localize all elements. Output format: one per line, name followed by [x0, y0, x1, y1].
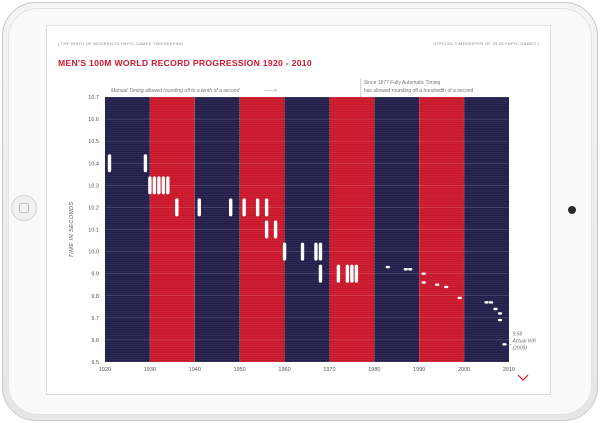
manual-record-marker	[152, 176, 157, 195]
y-tick-label: 10.5	[88, 139, 99, 145]
auto-record-marker	[497, 312, 503, 315]
manual-record-marker	[175, 198, 179, 217]
manual-record-marker	[197, 198, 201, 217]
decade-band	[419, 97, 465, 362]
y-tick-label: 9.5	[91, 360, 99, 366]
auto-timing-note-2: has allowed rounding off a hundredth of …	[364, 88, 474, 94]
auto-record-marker	[443, 285, 449, 289]
x-tick-label: 1950	[234, 367, 246, 373]
scroll-down-button[interactable]	[515, 371, 531, 383]
auto-record-marker	[385, 265, 390, 269]
manual-timing-arrow: ------>	[264, 88, 277, 94]
manual-record-marker	[336, 264, 341, 283]
x-tick-label: 2000	[458, 367, 470, 373]
decade-band	[464, 97, 509, 362]
x-tick-label: 1920	[99, 367, 111, 373]
manual-record-marker	[318, 242, 323, 261]
manual-record-marker	[264, 198, 269, 217]
auto-record-marker	[493, 307, 498, 311]
manual-record-marker	[107, 154, 112, 173]
y-tick-label: 9.6	[91, 338, 99, 344]
manual-record-marker	[273, 220, 278, 239]
wr-progression-chart: 10.7 10.6 10.5 10.4 10.3 10.2 10.1 10.0 9.9 9.8 9.…	[69, 78, 537, 373]
manual-record-marker	[166, 176, 170, 195]
manual-record-marker	[300, 242, 305, 261]
auto-record-marker	[457, 296, 462, 300]
y-tick-label: 10.0	[88, 250, 99, 256]
manual-record-marker	[350, 264, 354, 283]
wr-callout-value: 9.58	[513, 331, 523, 337]
manual-record-marker	[161, 176, 166, 195]
wr-callout-label: Actual WR	[512, 338, 537, 344]
y-tick-label: 10.1	[88, 228, 99, 234]
manual-record-marker	[143, 154, 148, 173]
auto-record-marker	[488, 301, 494, 304]
auto-record-marker	[434, 283, 440, 286]
manual-record-marker	[345, 264, 350, 283]
y-tick-label: 9.8	[91, 294, 99, 300]
decade-band	[194, 97, 240, 362]
header-left-text: [ THE BIRTH OF MODERN OLYMPIC GAMES TIME…	[58, 41, 184, 46]
manual-record-marker	[148, 176, 152, 195]
x-tick-label: 2010	[503, 367, 515, 373]
manual-record-marker	[264, 220, 269, 239]
y-axis-label: TIME IN SECONDS	[69, 201, 75, 257]
y-tick-label: 9.7	[91, 316, 99, 322]
manual-record-marker	[228, 198, 233, 217]
decade-band	[284, 97, 330, 362]
y-tick-label: 10.6	[88, 117, 99, 123]
decade-band	[149, 97, 195, 362]
auto-record-marker	[502, 343, 507, 346]
home-button[interactable]	[11, 195, 37, 221]
decade-band	[329, 97, 375, 362]
x-tick-label: 1960	[278, 367, 290, 373]
y-tick-label: 10.4	[88, 161, 99, 167]
header-right-text: OFFICIAL TIMEKEEPER OF 25 OLYMPIC GAMES …	[433, 41, 539, 46]
manual-timing-note: Manual Timing allowed rounding off to a …	[111, 88, 240, 94]
y-tick-label: 10.2	[88, 205, 99, 211]
auto-record-marker	[403, 268, 408, 271]
decade-band	[105, 97, 150, 362]
auto-record-marker	[497, 318, 503, 322]
manual-record-marker	[354, 264, 359, 283]
x-tick-label: 1990	[413, 367, 425, 373]
auto-record-marker	[421, 272, 426, 275]
x-tick-label: 1970	[323, 367, 335, 373]
y-tick-label: 10.7	[88, 95, 99, 101]
auto-timing-note-1: Since 1977 Fully Automatic Timing	[364, 80, 441, 86]
home-square-icon	[19, 203, 29, 213]
manual-record-marker	[314, 242, 318, 261]
manual-record-marker	[318, 264, 323, 283]
manual-record-marker	[282, 242, 287, 261]
x-tick-label: 1930	[144, 367, 156, 373]
manual-record-marker	[255, 198, 260, 217]
manual-record-marker	[157, 176, 161, 195]
decade-band	[374, 97, 420, 362]
app-screen: [ THE BIRTH OF MODERN OLYMPIC GAMES TIME…	[46, 25, 551, 395]
x-tick-label: 1940	[189, 367, 201, 373]
y-tick-label: 9.9	[91, 272, 99, 278]
page-title: MEN'S 100M WORLD RECORD PROGRESSION 1920…	[58, 58, 312, 68]
auto-record-marker	[421, 281, 426, 284]
manual-record-marker	[242, 198, 246, 217]
camera-icon	[568, 206, 576, 214]
wr-callout-year: (2009)	[513, 345, 528, 351]
auto-record-marker	[408, 268, 413, 271]
auto-record-marker	[484, 301, 489, 304]
y-tick-label: 10.3	[88, 183, 99, 189]
x-tick-label: 1980	[368, 367, 380, 373]
chevron-down-icon	[517, 374, 529, 381]
